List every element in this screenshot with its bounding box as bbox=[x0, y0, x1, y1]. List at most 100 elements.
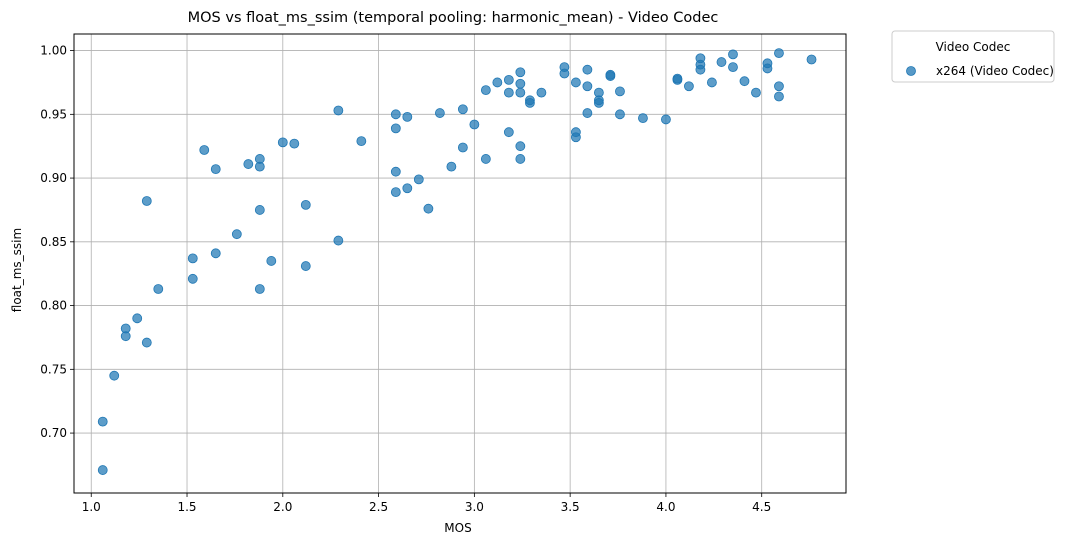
data-point bbox=[402, 183, 413, 194]
data-point bbox=[559, 68, 570, 79]
data-point bbox=[457, 142, 468, 153]
data-point bbox=[774, 48, 784, 59]
x-axis-label: MOS bbox=[444, 521, 471, 535]
data-point bbox=[199, 145, 210, 155]
data-point bbox=[187, 273, 198, 284]
x-tick-label: 2.5 bbox=[369, 500, 388, 514]
data-point bbox=[187, 253, 198, 264]
data-point bbox=[593, 97, 604, 108]
data-point bbox=[515, 141, 526, 152]
data-point bbox=[277, 137, 288, 148]
data-point bbox=[289, 138, 300, 149]
data-point bbox=[480, 154, 491, 164]
data-point bbox=[515, 154, 526, 164]
legend-title: Video Codec bbox=[936, 40, 1011, 54]
data-point bbox=[751, 87, 761, 98]
data-point bbox=[582, 64, 593, 75]
data-point bbox=[515, 67, 526, 78]
data-point bbox=[503, 87, 514, 98]
x-tick-label: 1.0 bbox=[82, 500, 101, 514]
data-point bbox=[390, 187, 401, 198]
data-point bbox=[615, 109, 625, 120]
data-point bbox=[638, 113, 648, 124]
axis-ticks: 1.0 1.5 2.0 2.5 3.0 3.5 4.0 4.5 0.70 0.75 0.80 0.85… bbox=[40, 44, 771, 514]
x-tick-label: 4.0 bbox=[656, 500, 675, 514]
data-point bbox=[503, 75, 514, 85]
data-point bbox=[536, 87, 547, 98]
data-point bbox=[356, 136, 367, 147]
data-point bbox=[390, 166, 401, 177]
grid-lines bbox=[74, 34, 846, 493]
y-tick-label: 0.95 bbox=[40, 107, 67, 121]
x-tick-label: 2.0 bbox=[273, 500, 292, 514]
data-point bbox=[333, 105, 344, 116]
legend-entry-label: x264 (Video Codec) bbox=[936, 64, 1054, 78]
y-tick-label: 0.90 bbox=[40, 171, 67, 185]
data-point bbox=[434, 108, 445, 118]
data-point bbox=[109, 370, 120, 381]
data-point bbox=[515, 78, 526, 89]
legend-marker bbox=[906, 66, 916, 76]
data-point bbox=[480, 85, 491, 95]
data-point bbox=[716, 57, 727, 67]
data-point bbox=[243, 159, 254, 169]
y-tick-label: 0.80 bbox=[40, 299, 67, 313]
data-point bbox=[97, 465, 108, 475]
data-point bbox=[97, 416, 108, 427]
data-points bbox=[97, 48, 817, 475]
data-point bbox=[413, 174, 424, 185]
data-point bbox=[515, 87, 526, 98]
data-point bbox=[120, 323, 131, 334]
data-point bbox=[402, 111, 413, 122]
x-tick-label: 3.0 bbox=[465, 500, 484, 514]
data-point bbox=[605, 71, 616, 81]
data-point bbox=[570, 77, 581, 88]
data-point bbox=[457, 104, 468, 115]
data-point bbox=[254, 161, 265, 172]
y-axis-label: float_ms_ssim bbox=[10, 228, 24, 312]
data-point bbox=[672, 75, 683, 85]
x-tick-label: 1.5 bbox=[177, 500, 196, 514]
data-point bbox=[210, 164, 221, 175]
data-point bbox=[661, 114, 671, 125]
data-point bbox=[153, 284, 164, 294]
data-point bbox=[254, 284, 265, 294]
y-tick-label: 0.75 bbox=[40, 362, 67, 376]
data-point bbox=[132, 313, 143, 324]
data-point bbox=[503, 127, 514, 138]
data-point bbox=[141, 196, 152, 206]
data-point bbox=[762, 63, 773, 74]
data-point bbox=[333, 235, 344, 246]
legend: Video Codec x264 (Video Codec) bbox=[891, 30, 1055, 83]
chart-title: MOS vs float_ms_ssim (temporal pooling: … bbox=[188, 10, 719, 26]
x-tick-label: 3.5 bbox=[561, 500, 580, 514]
data-point bbox=[582, 108, 593, 118]
data-point bbox=[695, 64, 706, 75]
data-point bbox=[525, 97, 535, 108]
data-point bbox=[707, 77, 717, 88]
data-point bbox=[806, 54, 817, 65]
data-point bbox=[390, 123, 401, 134]
data-point bbox=[570, 132, 581, 143]
y-tick-label: 1.00 bbox=[40, 44, 67, 58]
data-point bbox=[469, 119, 480, 130]
data-point bbox=[728, 49, 738, 60]
data-point bbox=[390, 109, 401, 120]
plot-area-frame bbox=[73, 33, 847, 494]
data-point bbox=[300, 199, 311, 210]
data-point bbox=[254, 205, 265, 215]
data-point bbox=[774, 81, 784, 92]
data-point bbox=[210, 248, 221, 259]
data-point bbox=[492, 77, 503, 88]
data-point bbox=[423, 203, 434, 214]
data-point bbox=[141, 337, 152, 348]
data-point bbox=[231, 229, 242, 240]
y-tick-label: 0.70 bbox=[40, 426, 67, 440]
data-point bbox=[739, 76, 750, 87]
legend-frame bbox=[891, 30, 1055, 83]
x-tick-label: 4.5 bbox=[752, 500, 771, 514]
data-point bbox=[728, 62, 738, 73]
data-point bbox=[774, 91, 784, 102]
data-point bbox=[266, 256, 277, 266]
